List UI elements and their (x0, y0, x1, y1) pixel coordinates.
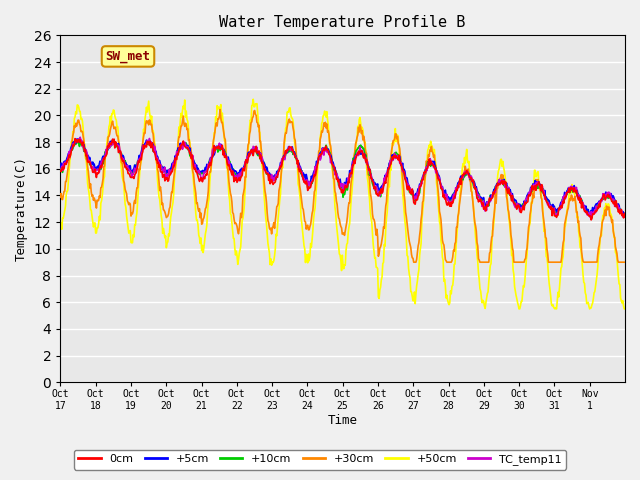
Text: SW_met: SW_met (106, 50, 150, 63)
Y-axis label: Temperature(C): Temperature(C) (15, 156, 28, 261)
Legend: 0cm, +5cm, +10cm, +30cm, +50cm, TC_temp11: 0cm, +5cm, +10cm, +30cm, +50cm, TC_temp1… (74, 450, 566, 469)
Title: Water Temperature Profile B: Water Temperature Profile B (220, 15, 466, 30)
X-axis label: Time: Time (328, 414, 358, 427)
